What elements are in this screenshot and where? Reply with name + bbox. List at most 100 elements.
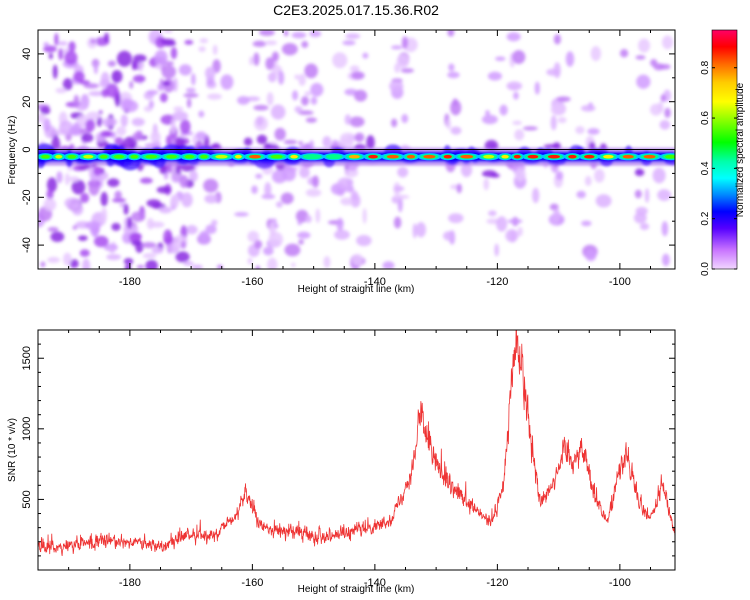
speckle [305, 188, 322, 197]
speckle [310, 96, 318, 105]
band-bead-core [100, 154, 108, 159]
speckle [546, 68, 560, 76]
speckle [310, 82, 324, 97]
speckle [98, 110, 103, 115]
speckle [487, 71, 503, 81]
speckle [73, 71, 85, 83]
speckle [191, 264, 203, 269]
speckle [69, 259, 79, 269]
speckle [396, 54, 410, 69]
colorbar-frame [711, 29, 738, 270]
speckle [79, 249, 90, 257]
band-bead-core [55, 154, 63, 159]
speckle [251, 185, 258, 194]
speckle [265, 57, 275, 70]
snr-content [38, 330, 675, 557]
speckle [156, 186, 171, 194]
speckle [509, 230, 516, 243]
speckle [280, 192, 294, 205]
speckle [514, 129, 525, 141]
band-bead-core [235, 154, 242, 159]
speckle [175, 251, 190, 263]
y-tick-label: 1500 [21, 346, 33, 370]
band-bead-core [622, 154, 634, 159]
speckle [659, 63, 671, 70]
speckle [344, 114, 352, 125]
speckle [101, 207, 108, 223]
band-bead-core [406, 154, 416, 159]
speckle [507, 219, 523, 224]
speckle [342, 40, 356, 46]
y-tick-label: -20 [21, 189, 33, 205]
band-bead-core [643, 154, 656, 159]
speckle [352, 253, 364, 266]
speckle [247, 257, 253, 265]
speckle [254, 240, 263, 249]
speckle [181, 192, 193, 208]
speckle [481, 114, 498, 125]
speckle [495, 56, 506, 62]
speckle [282, 166, 297, 182]
speckle [189, 170, 198, 182]
speckle [151, 246, 164, 254]
speckle [131, 117, 145, 127]
speckle [332, 52, 348, 69]
speckle [483, 178, 490, 191]
speckle [556, 96, 571, 102]
speckle [198, 46, 206, 52]
speckle [356, 234, 372, 247]
speckle [234, 212, 249, 217]
speckle [68, 41, 76, 53]
speckle [142, 252, 157, 259]
speckle [64, 197, 81, 209]
speckle [80, 192, 90, 203]
y-tick-label: -40 [21, 237, 33, 253]
speckle [62, 252, 72, 266]
speckle [267, 72, 277, 83]
speckle [334, 229, 350, 240]
speckle [350, 190, 359, 202]
speckle [76, 103, 86, 112]
speckle [514, 168, 526, 182]
speckle [255, 265, 261, 269]
speckle [447, 71, 460, 79]
speckle [256, 116, 264, 126]
speckle [43, 45, 57, 53]
speckle [331, 139, 339, 148]
speckle [62, 78, 73, 91]
band-bead-core [113, 154, 124, 159]
speckle [512, 120, 522, 125]
speckle [362, 208, 367, 224]
speckle [393, 194, 410, 200]
band-bead-core [603, 154, 614, 159]
speckle [298, 239, 304, 245]
speckle [85, 119, 96, 132]
speckle [144, 143, 157, 149]
speckle [349, 65, 360, 73]
speckle [337, 177, 353, 190]
speckle [184, 39, 194, 45]
signal-band-core [38, 153, 675, 161]
speckle [186, 98, 192, 109]
speckle [114, 92, 121, 107]
band-bead-core [290, 154, 298, 159]
speckle [269, 221, 277, 238]
speckle [264, 40, 278, 46]
speckle [336, 217, 344, 231]
speckle [135, 130, 143, 137]
snr-panel: -180 -160 -140 -120 -100 500 1000 1500 Height o… [7, 329, 676, 595]
band-bead-core [460, 154, 474, 159]
band-bead-core [665, 154, 675, 159]
speckle [211, 219, 218, 226]
speckle [64, 173, 70, 186]
speckle [185, 87, 196, 93]
speckle [132, 74, 146, 83]
speckle [101, 117, 118, 127]
speckle [304, 63, 318, 79]
speckle [123, 224, 139, 235]
speckle [635, 206, 648, 216]
speckle [120, 114, 129, 127]
speckle [494, 243, 499, 257]
speckle [298, 73, 306, 86]
speckle [595, 194, 612, 208]
